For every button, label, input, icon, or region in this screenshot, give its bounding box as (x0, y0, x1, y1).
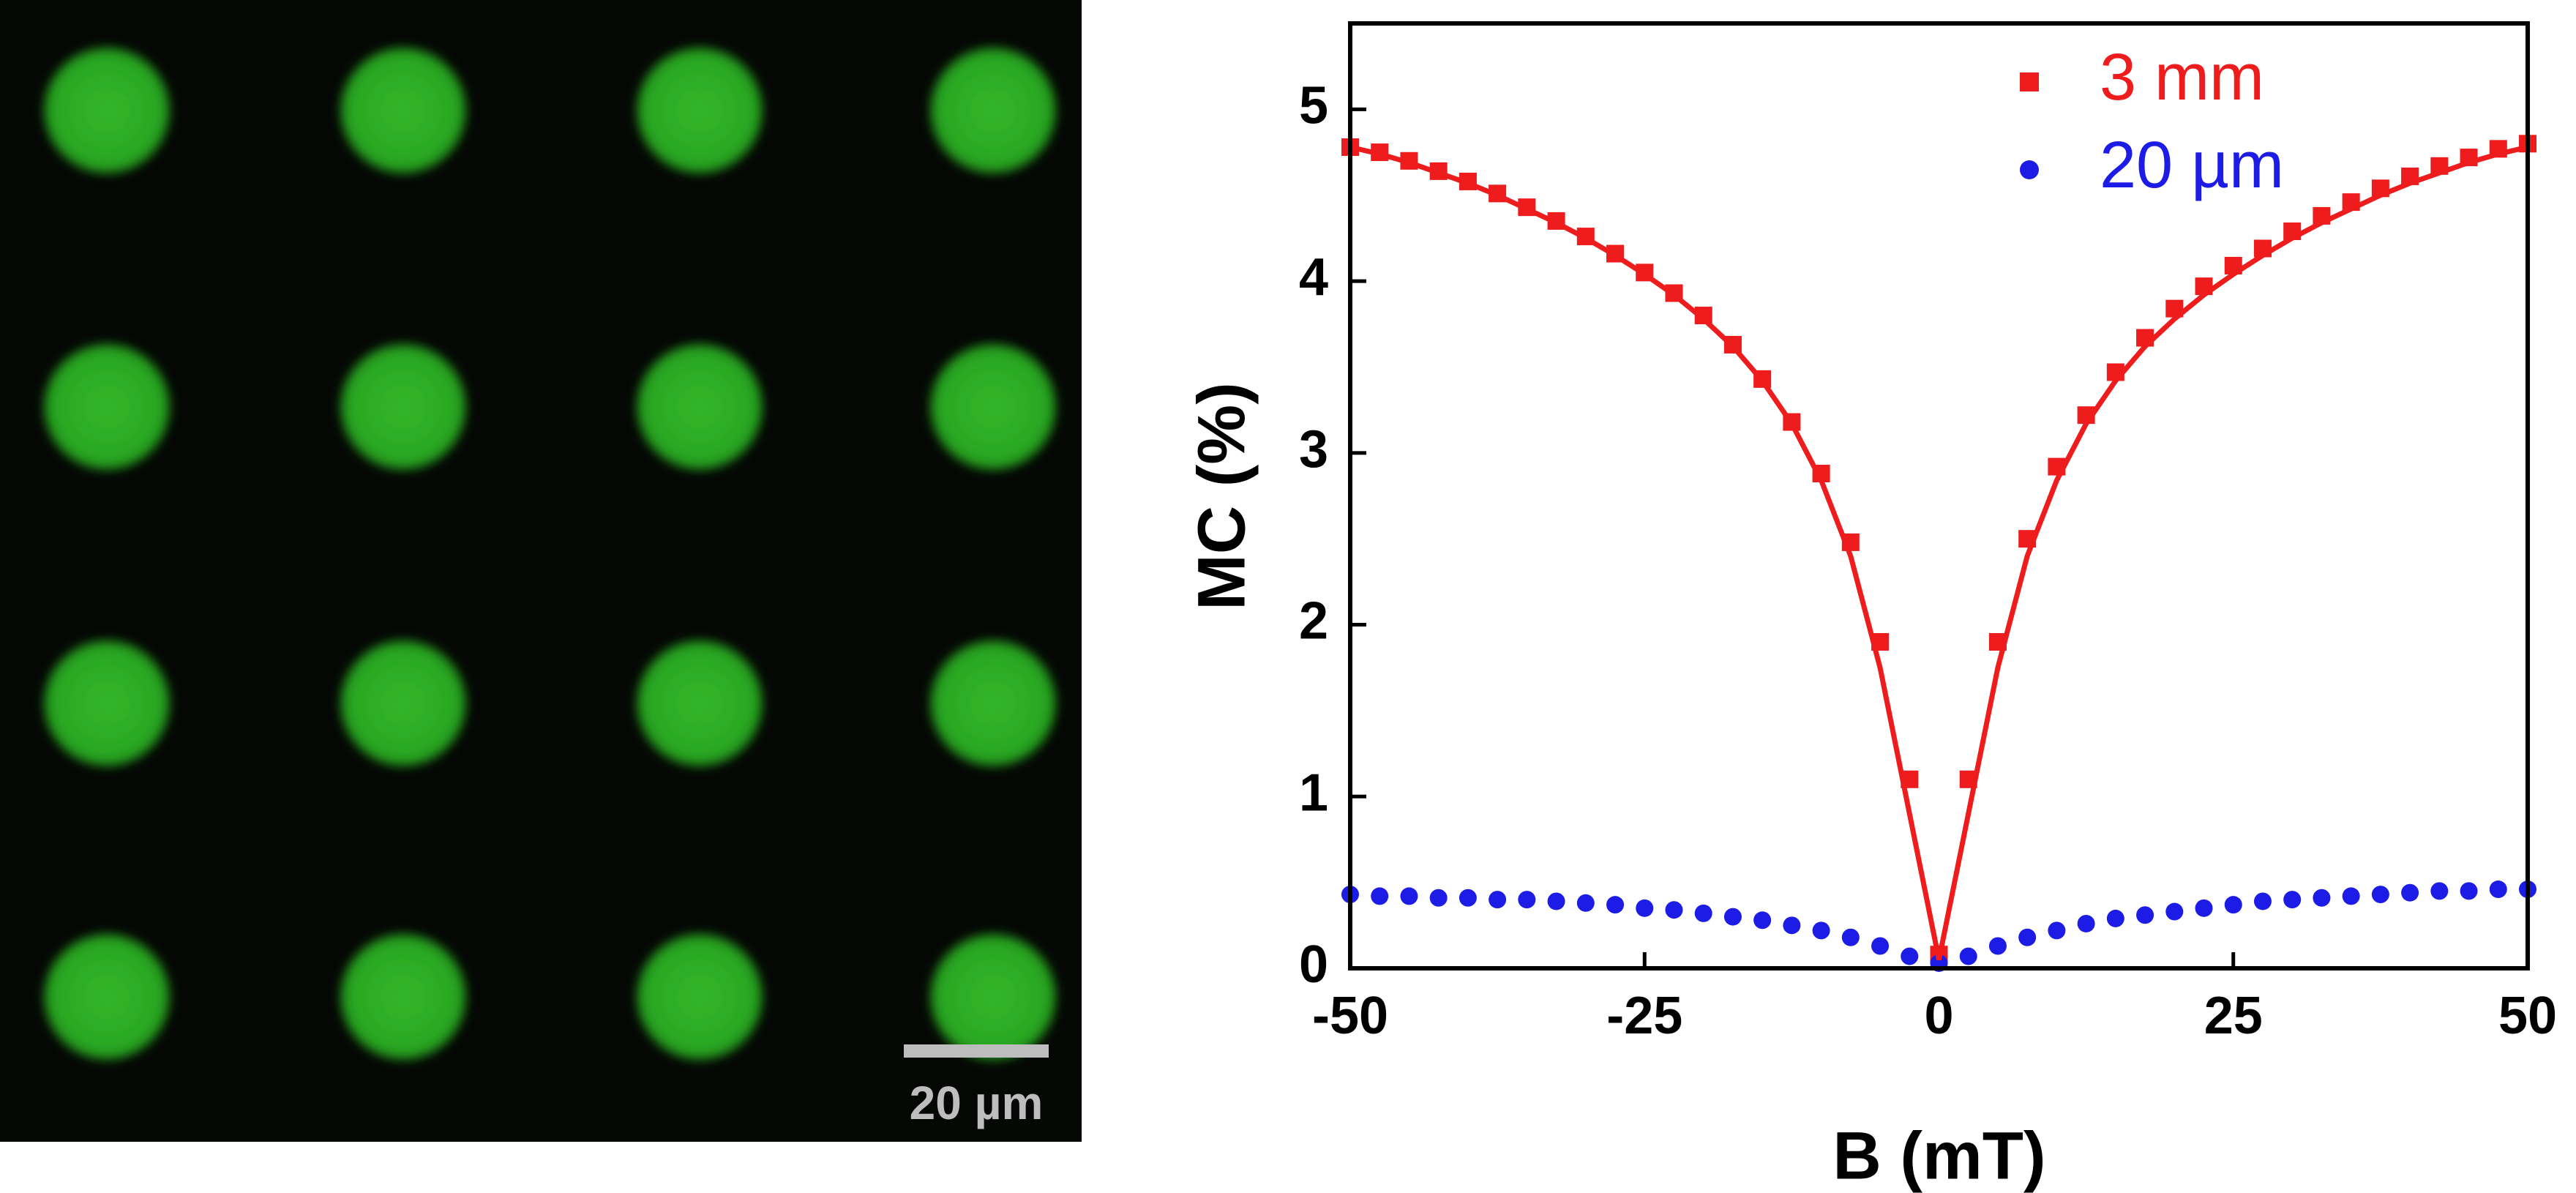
fluorescent-dot (930, 344, 1056, 470)
y-tick-label: 4 (1299, 248, 1328, 307)
fluorescent-dot (930, 640, 1056, 766)
point (1606, 896, 1625, 914)
point (1841, 928, 1860, 946)
x-tick-label: 0 (1924, 987, 1953, 1045)
legend-marker (2020, 72, 2039, 91)
point (2371, 886, 2389, 904)
point (1783, 916, 1801, 935)
point (1665, 901, 1683, 919)
point (2401, 883, 2419, 902)
fluorescent-dot (340, 344, 466, 470)
fit-line (1349, 144, 2528, 960)
fluorescent-dot (637, 640, 763, 766)
scale-bar-label: 20 µm (910, 1077, 1044, 1129)
point (1547, 892, 1565, 910)
point (2018, 928, 2037, 946)
point (2489, 880, 2507, 899)
point (1459, 889, 1477, 907)
point (2136, 906, 2154, 924)
point (2460, 882, 2478, 900)
point (2283, 891, 2302, 909)
x-tick-label: 25 (2204, 987, 2263, 1045)
point (2342, 887, 2360, 905)
fluorescent-dot (44, 48, 170, 173)
legend-label: 20 µm (2100, 129, 2284, 202)
dot-array (44, 48, 1056, 1060)
point (1694, 904, 1712, 922)
point (2048, 921, 2066, 940)
point (2165, 902, 2184, 921)
y-tick-label: 3 (1299, 420, 1328, 479)
plot-frame (1348, 21, 2530, 971)
y-tick-label: 2 (1299, 592, 1328, 651)
fluorescent-dot (637, 48, 763, 173)
legend-marker (2020, 160, 2039, 179)
point (2253, 892, 2272, 910)
point (1812, 921, 1830, 940)
point (2077, 914, 2095, 932)
point (1723, 908, 1742, 926)
fluorescent-dot (930, 934, 1056, 1060)
y-tick-label: 1 (1299, 763, 1328, 822)
point (1489, 891, 1507, 909)
point (1636, 899, 1654, 917)
legend-label: 3 mm (2100, 41, 2264, 114)
point (1988, 937, 2007, 955)
micrograph: 20 µm (0, 0, 1082, 1142)
point (1901, 947, 1919, 965)
x-axis-label: B (mT) (1832, 1118, 2045, 1193)
point (2195, 899, 2213, 917)
y-axis-label: MC (%) (1184, 382, 1259, 610)
x-tick-label: -50 (1312, 987, 1388, 1045)
point (1753, 911, 1772, 930)
point (1371, 887, 1389, 905)
point (1959, 947, 1977, 965)
point (1871, 937, 1890, 955)
x-tick-label: -25 (1606, 987, 1682, 1045)
point (1400, 887, 1418, 905)
fluorescent-dot (637, 934, 763, 1060)
fluorescent-dot (44, 640, 170, 766)
fluorescent-dot (930, 48, 1056, 173)
point (2224, 896, 2242, 914)
fluorescent-dot (340, 48, 466, 173)
point (2106, 909, 2124, 927)
fluorescent-dot (637, 344, 763, 470)
fluorescent-dot (340, 934, 466, 1060)
micrograph-background (0, 0, 1082, 1142)
point (2430, 882, 2449, 900)
y-tick-label: 5 (1299, 76, 1328, 135)
fluorescent-dot (44, 344, 170, 470)
point (1429, 889, 1448, 907)
fluorescent-dot (44, 934, 170, 1060)
y-tick-label: 0 (1299, 935, 1328, 994)
point (2313, 889, 2331, 907)
point (1576, 894, 1595, 912)
x-tick-label: 50 (2498, 987, 2557, 1045)
point (1518, 891, 1536, 909)
fluorescent-dot (340, 640, 466, 766)
